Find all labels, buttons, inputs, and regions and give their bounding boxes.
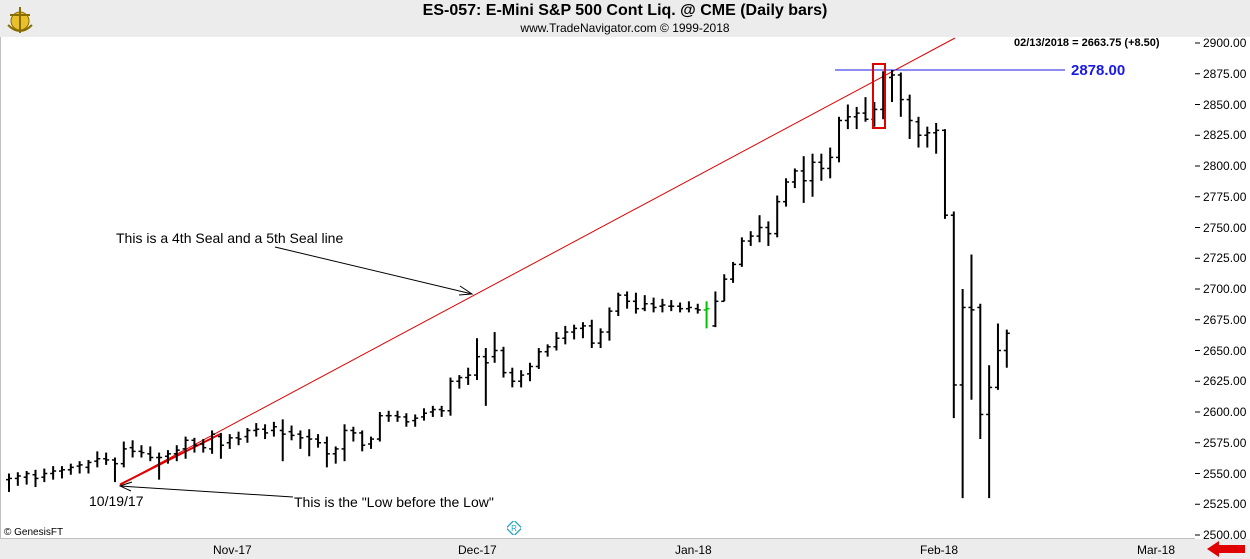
y-tick-label: 2675.00 xyxy=(1203,312,1247,327)
trade-navigator-logo-icon xyxy=(7,7,33,33)
y-tick-label: 2750.00 xyxy=(1203,220,1247,235)
last-quote: 02/13/2018 = 2663.75 (+8.50) xyxy=(1014,37,1160,49)
x-tick-label: Mar-18 xyxy=(1137,543,1176,557)
price-level-label: 2878.00 xyxy=(1071,62,1126,79)
y-tick-label: 2900.00 xyxy=(1203,36,1247,50)
x-tick-label: Feb-18 xyxy=(920,543,959,557)
svg-text:R: R xyxy=(511,524,517,533)
y-tick-label: 2500.00 xyxy=(1203,528,1247,542)
registered-mark-icon[interactable]: R xyxy=(507,521,521,535)
y-tick-label: 2700.00 xyxy=(1203,282,1247,296)
y-tick-label: 2525.00 xyxy=(1203,497,1247,512)
y-tick-label: 2600.00 xyxy=(1203,405,1247,419)
chart-subtitle: www.TradeNavigator.com © 1999-2018 xyxy=(520,21,730,35)
y-tick-label: 2825.00 xyxy=(1203,128,1247,143)
seal-pointer-arrowhead xyxy=(458,285,474,296)
x-axis[interactable] xyxy=(0,539,1250,559)
low-pointer-line xyxy=(119,485,294,498)
low-pointer-arrowhead xyxy=(118,481,133,492)
seal-trendline xyxy=(119,37,956,486)
y-tick-label: 2775.00 xyxy=(1203,189,1247,204)
y-tick-label: 2725.00 xyxy=(1203,251,1247,266)
date-annotation: 10/19/17 xyxy=(89,493,144,509)
y-tick-label: 2550.00 xyxy=(1203,466,1247,481)
y-tick-label: 2850.00 xyxy=(1203,97,1247,112)
seal-pointer-line xyxy=(274,246,473,295)
chart-title: ES-057: E-Mini S&P 500 Cont Liq. @ CME (… xyxy=(422,2,828,19)
y-tick-label: 2575.00 xyxy=(1203,435,1247,450)
seal-line-annotation: This is a 4th Seal and a 5th Seal line xyxy=(116,230,344,246)
y-tick-label: 2800.00 xyxy=(1203,159,1247,173)
top-highlight-box xyxy=(872,63,886,129)
y-tick-label: 2875.00 xyxy=(1203,66,1247,81)
red-left-arrow-icon[interactable] xyxy=(1207,541,1245,557)
y-tick-label: 2650.00 xyxy=(1203,343,1247,358)
chart-header: ES-057: E-Mini S&P 500 Cont Liq. @ CME (… xyxy=(0,0,1250,37)
seal-trendline-base xyxy=(119,433,221,486)
x-tick-label: Jan-18 xyxy=(675,543,712,557)
low-before-low-annotation: This is the "Low before the Low" xyxy=(294,494,494,510)
watermark: © GenesisFT xyxy=(4,527,64,538)
plot-area[interactable] xyxy=(0,37,1195,539)
x-tick-label: Dec-17 xyxy=(458,543,497,557)
y-axis[interactable] xyxy=(1195,37,1250,539)
x-tick-label: Nov-17 xyxy=(213,543,252,557)
y-tick-label: 2625.00 xyxy=(1203,374,1247,389)
